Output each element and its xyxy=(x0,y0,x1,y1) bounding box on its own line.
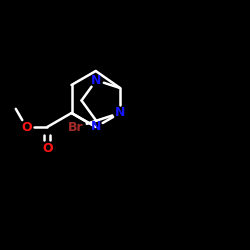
Text: O: O xyxy=(42,142,52,154)
Text: O: O xyxy=(21,120,32,134)
Text: N: N xyxy=(90,120,101,134)
Text: N: N xyxy=(91,74,102,87)
Text: N: N xyxy=(115,106,125,120)
Text: Br: Br xyxy=(68,121,83,134)
